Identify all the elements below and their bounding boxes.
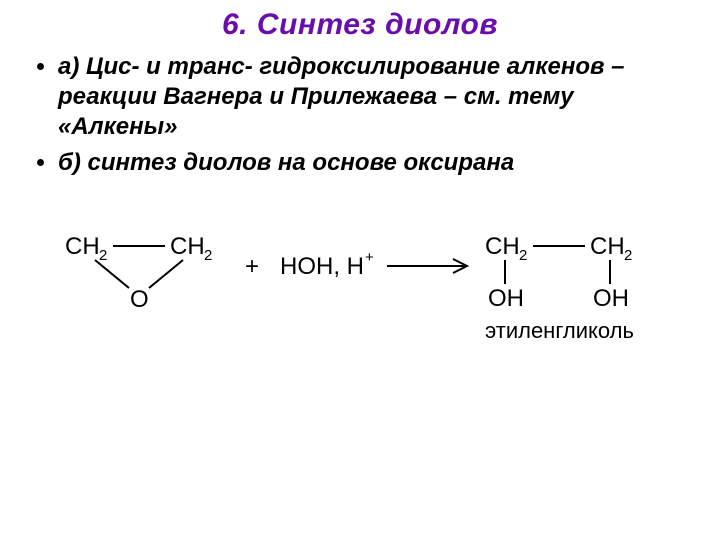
bond-left-down (95, 260, 129, 288)
product-right-ch: CH (590, 233, 625, 260)
reactant-left-ch: CH (65, 233, 100, 260)
product-left-sub: 2 (519, 247, 527, 264)
bond-right-down (149, 260, 183, 288)
product-right-sub: 2 (624, 247, 632, 264)
reactant-left-sub: 2 (99, 247, 107, 264)
reaction-svg: CH 2 CH 2 O + HOH, H + CH 2 (65, 230, 665, 380)
product-left-ch: CH (485, 233, 520, 260)
bullet-item: а) Цис- и транс- гидроксилирование алкен… (58, 52, 692, 142)
plus-sign: + (245, 253, 259, 280)
slide: 6. Синтез диолов а) Цис- и транс- гидрок… (0, 0, 720, 540)
bullet-list: а) Цис- и транс- гидроксилирование алкен… (28, 52, 692, 178)
reactant-right-sub: 2 (204, 247, 212, 264)
reagents-sup: + (365, 249, 374, 266)
reagents: HOH, H (280, 253, 364, 280)
reactant-oxygen: O (130, 286, 149, 313)
reactant-right-ch: CH (170, 233, 205, 260)
bullet-item: б) синтез диолов на основе оксирана (58, 148, 692, 178)
product-left-oh: OH (488, 285, 524, 312)
slide-title: 6. Синтез диолов (28, 8, 692, 42)
reaction-scheme: CH 2 CH 2 O + HOH, H + CH 2 (65, 230, 665, 380)
product-right-oh: OH (593, 285, 629, 312)
product-name: этиленгликоль (485, 318, 634, 343)
